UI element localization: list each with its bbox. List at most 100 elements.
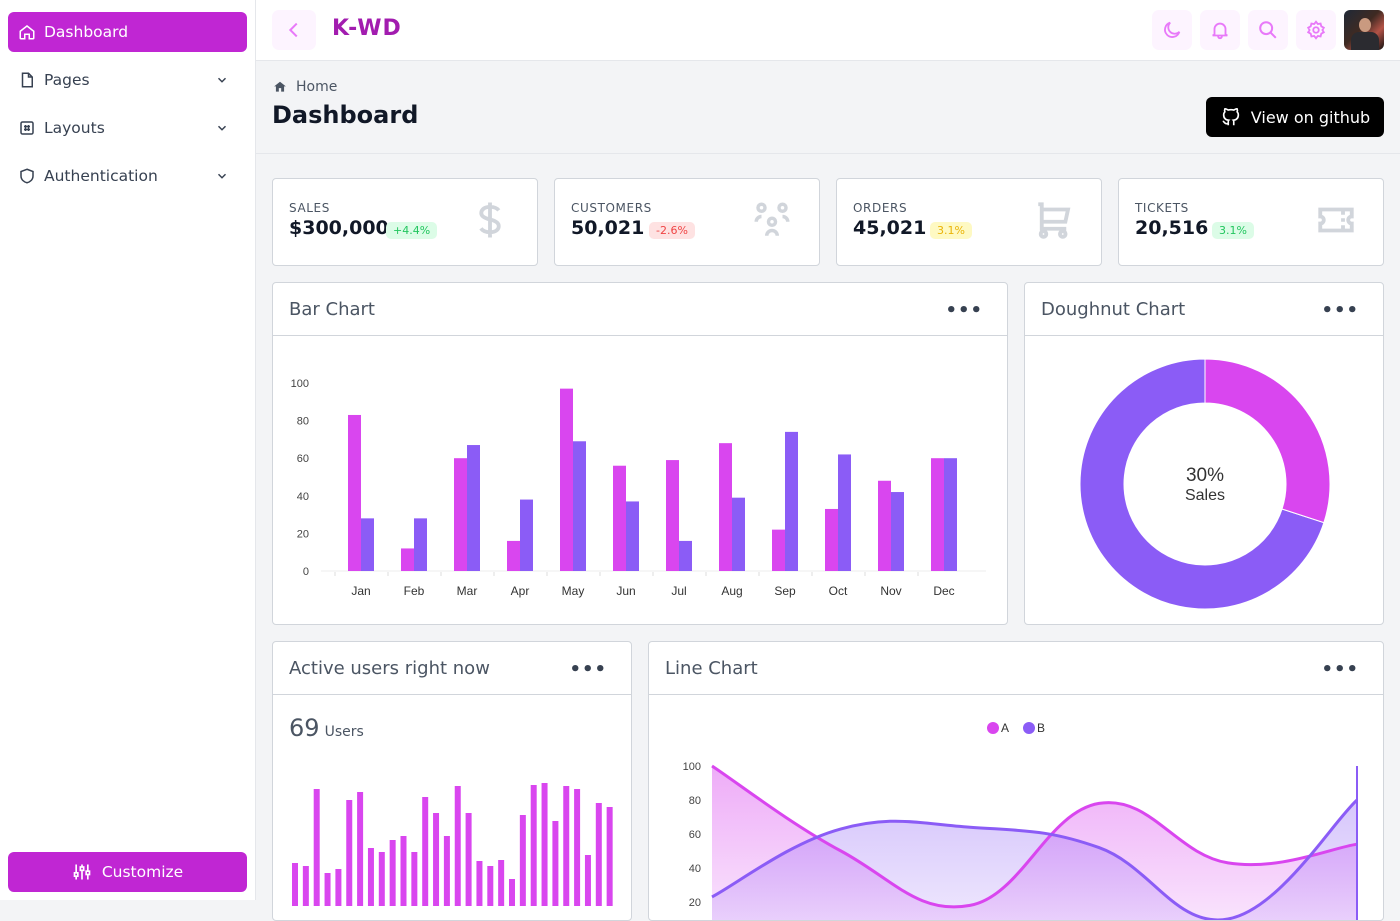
bar-chart-panel: Bar Chart ••• 0 20 40 60 80 100 Jan Feb Mar Apr Ma… <box>272 282 1008 625</box>
bar-b <box>467 445 480 571</box>
more-options-button[interactable]: ••• <box>945 300 983 321</box>
sidebar-item-authentication[interactable]: Authentication <box>8 156 247 196</box>
x-tick-label: Mar <box>457 584 478 598</box>
bar-a <box>719 443 732 571</box>
active-users-bar <box>465 813 472 906</box>
bar-b <box>361 518 374 571</box>
sidebar-item-label: Dashboard <box>44 23 129 41</box>
settings-button[interactable] <box>1296 10 1336 50</box>
stat-value: 45,021 <box>853 217 927 239</box>
active-users-bar <box>584 855 591 906</box>
doughnut-chart-panel: Doughnut Chart ••• 30% Sales <box>1024 282 1384 625</box>
view-on-github-button[interactable]: View on github <box>1206 97 1384 137</box>
active-users-bar <box>302 866 309 906</box>
active-users-bar <box>389 840 396 906</box>
legend-swatch-b <box>1023 722 1035 734</box>
active-users-unit: Users <box>324 724 364 740</box>
github-icon <box>1222 107 1239 126</box>
sidebar-item-label: Layouts <box>44 119 105 137</box>
bar-a <box>401 548 414 571</box>
x-tick-label: Apr <box>511 584 530 598</box>
x-tick-label: Jun <box>616 584 635 598</box>
active-users-bar <box>367 848 374 906</box>
stat-label: TICKETS <box>1135 201 1189 215</box>
stat-value: 20,516 <box>1135 217 1209 239</box>
customize-label: Customize <box>101 863 184 881</box>
active-users-bar <box>346 800 353 906</box>
active-users-bar <box>563 786 570 906</box>
y-tick-label: 40 <box>689 863 701 875</box>
sidebar-item-layouts[interactable]: Layouts <box>8 108 247 148</box>
active-users-bar <box>498 860 505 906</box>
stat-change-badge: 3.1% <box>930 222 972 239</box>
dark-mode-button[interactable] <box>1152 10 1192 50</box>
line-series-a <box>711 764 1358 909</box>
bar-b <box>414 518 427 571</box>
x-tick-label: Jul <box>671 584 686 598</box>
bar-b <box>626 501 639 571</box>
y-tick-label: 60 <box>297 453 309 465</box>
y-tick-label: 100 <box>683 761 701 773</box>
sidebar-item-pages[interactable]: Pages <box>8 60 247 100</box>
active-users-count-row: 69 Users <box>289 714 364 742</box>
legend-swatch-a <box>987 722 999 734</box>
moon-icon <box>1164 21 1181 38</box>
page-header: Home Dashboard View on github <box>256 61 1400 154</box>
back-button[interactable] <box>272 10 316 50</box>
line-chart: 100 80 60 40 20 A B <box>683 721 1359 920</box>
active-users-bar <box>509 879 515 906</box>
doughnut-center-value: 30% <box>1186 465 1224 486</box>
active-users-bar <box>400 836 407 906</box>
ticket-icon <box>1318 207 1354 233</box>
more-options-button[interactable]: ••• <box>569 659 607 680</box>
x-tick-label: Feb <box>404 584 425 598</box>
chevron-down-icon <box>217 125 227 131</box>
doughnut-slice <box>1079 358 1325 610</box>
y-tick-label: 40 <box>297 491 309 503</box>
breadcrumb[interactable]: Home <box>273 79 337 95</box>
more-options-button[interactable]: ••• <box>1321 659 1359 680</box>
bell-icon <box>1212 22 1228 40</box>
bar-a <box>348 414 361 571</box>
bar-a <box>825 508 838 571</box>
panel-header: Doughnut Chart ••• <box>1025 283 1383 336</box>
avatar[interactable] <box>1344 10 1384 50</box>
stat-value: 50,021 <box>571 217 645 239</box>
sliders-icon <box>73 864 91 880</box>
panel-title: Bar Chart <box>289 299 375 320</box>
stat-value: $300,000 <box>289 217 389 239</box>
active-users-bar <box>530 785 537 906</box>
bar-a <box>931 458 944 571</box>
bar-b <box>944 458 957 571</box>
active-users-bar <box>606 807 613 906</box>
chevron-down-icon <box>217 77 227 83</box>
bar-b <box>573 441 586 571</box>
layout-icon <box>20 121 34 135</box>
bar-a <box>666 460 679 571</box>
brand-title: K-WD <box>332 16 402 41</box>
home-icon <box>274 81 286 92</box>
bar-a <box>613 465 626 571</box>
search-button[interactable] <box>1248 10 1288 50</box>
sidebar-item-dashboard[interactable]: Dashboard <box>8 12 247 52</box>
file-icon <box>21 72 33 88</box>
area-fill-b <box>712 800 1357 920</box>
active-users-bar <box>433 813 440 906</box>
page-title: Dashboard <box>272 101 419 129</box>
active-users-bar <box>476 861 483 906</box>
active-users-bar <box>324 873 331 906</box>
bar-a <box>507 540 520 571</box>
stat-change-badge: 3.1% <box>1212 222 1254 239</box>
y-tick-label: 20 <box>689 897 701 909</box>
bar-b <box>520 499 533 571</box>
more-options-button[interactable]: ••• <box>1321 300 1359 321</box>
notifications-button[interactable] <box>1200 10 1240 50</box>
active-users-bar <box>454 786 461 906</box>
bar-b <box>838 454 851 571</box>
bar-b <box>679 540 692 571</box>
customize-button[interactable]: Customize <box>8 852 247 892</box>
stat-label: CUSTOMERS <box>571 201 652 215</box>
y-tick-label: 20 <box>297 528 309 540</box>
legend-label: A <box>1001 721 1009 735</box>
panel-header: Active users right now ••• <box>273 642 631 695</box>
